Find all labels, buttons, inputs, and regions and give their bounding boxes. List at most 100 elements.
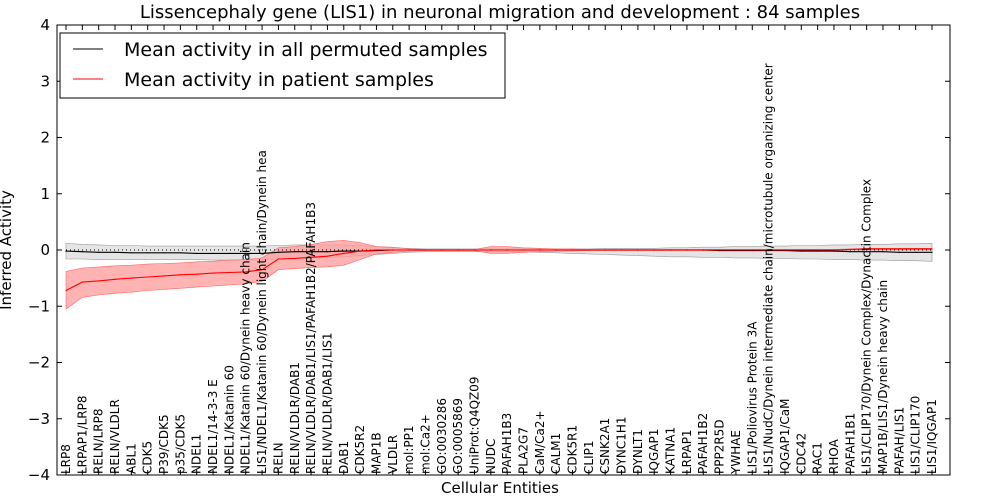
y-tick-label: −2 [28, 354, 50, 372]
chart-title: Lissencephaly gene (LIS1) in neuronal mi… [140, 2, 860, 23]
patient-point [882, 248, 884, 250]
permuted-point [849, 251, 851, 253]
patient-point [343, 252, 345, 254]
x-tick-label: LIS1/CLIP170 [909, 396, 923, 474]
x-tick-label: LRP8 [59, 444, 73, 474]
x-tick-label: LIS1/NDEL1/Katanin 60/Dynein light chain… [255, 150, 269, 474]
patient-point [539, 249, 541, 251]
x-tick-label: DAB1 [337, 441, 351, 474]
permuted-point [817, 250, 819, 252]
x-tick-label: NDEL1/Katanin 60/Dynein heavy chain [239, 242, 253, 474]
permuted-point [228, 252, 230, 254]
x-tick-label: PAFAH1B1 [843, 413, 857, 474]
x-tick-label: LIS1/IQGAP1 [925, 399, 939, 474]
patient-point [147, 276, 149, 278]
patient-point [931, 248, 933, 250]
permuted-point [179, 252, 181, 254]
x-tick-label: p35/CDK5 [173, 414, 187, 474]
patient-point [392, 249, 394, 251]
x-tick-label: LRPAP1/LRP8 [75, 395, 89, 474]
y-tick-label: −4 [28, 466, 50, 484]
patient-point [915, 248, 917, 250]
permuted-point [882, 251, 884, 253]
permuted-point [130, 252, 132, 254]
permuted-point [163, 252, 165, 254]
x-tick-label: LIS1/NudC/Dynein intermediate chain/micr… [762, 63, 776, 474]
x-tick-label: CDC42 [794, 433, 808, 474]
permuted-point [147, 252, 149, 254]
patient-point [163, 275, 165, 277]
permuted-point [81, 251, 83, 253]
permuted-point [212, 252, 214, 254]
x-tick-label: DYNLT1 [631, 429, 645, 474]
patient-point [866, 248, 868, 250]
y-tick-label: 4 [40, 16, 50, 34]
patient-point [114, 278, 116, 280]
y-tick-label: 1 [40, 185, 50, 203]
x-axis-label: Cellular Entities [441, 479, 559, 497]
x-tick-label: LRPAP1 [680, 429, 694, 474]
patient-point [620, 249, 623, 251]
patient-point [245, 271, 247, 273]
permuted-point [326, 251, 329, 253]
x-tick-label: mol:Ca2+ [419, 414, 433, 474]
patient-point [359, 250, 361, 252]
x-tick-label: RELN/VLDLR/DAB1/LIS1/PAFAH1B2/PAFAH1B3 [304, 202, 318, 474]
x-tick-label: NDEL1 [190, 434, 204, 474]
patient-point [522, 249, 525, 251]
patient-point [179, 274, 181, 276]
permuted-point [931, 251, 933, 253]
x-tick-label: RAC1 [811, 442, 825, 474]
x-tick-label: RELN/VLDLR [108, 399, 122, 474]
permuted-point [898, 251, 900, 253]
permuted-point [866, 251, 868, 253]
y-tick-label: −3 [28, 410, 50, 428]
patient-point [718, 249, 721, 251]
x-tick-label: LIS1/CLIP170/Dynein Complex/Dynactin Com… [860, 179, 874, 474]
x-tick-label: PAFAH1B2 [696, 413, 710, 474]
patient-point [326, 255, 329, 257]
x-tick-label: PPP2R5D [713, 419, 727, 474]
x-tick-label: DYNC1H1 [615, 416, 629, 474]
patient-point [408, 249, 410, 251]
patient-point [294, 257, 296, 260]
permuted-point [343, 250, 345, 252]
x-tick-label: P39/CDK5 [157, 414, 171, 474]
patient-point [65, 289, 67, 292]
x-tick-label: CDK5R2 [353, 425, 367, 474]
patient-point [490, 249, 492, 251]
x-tick-label: GO:0005869 [451, 398, 465, 474]
x-tick-label: CLIP1 [582, 441, 596, 474]
x-tick-label: KATNA1 [664, 427, 678, 474]
patient-point [196, 273, 198, 275]
patient-point [506, 249, 508, 251]
permuted-point [261, 252, 263, 254]
x-tick-label: YWHAE [729, 430, 743, 475]
x-tick-label: PLA2G7 [517, 427, 531, 474]
patient-point [457, 249, 459, 251]
permuted-point [310, 251, 312, 253]
permuted-point [245, 252, 247, 254]
x-tick-label: MAP1B/LIS1/Dynein heavy chain [876, 280, 890, 474]
patient-point [310, 256, 312, 258]
x-tick-label: ABL1 [124, 443, 138, 474]
patient-point [261, 269, 263, 271]
x-tick-label: UniProt:Q4QZ09 [468, 376, 482, 474]
patient-point [768, 249, 770, 251]
patient-point [604, 249, 606, 251]
x-tick-label: NDEL1/Katanin 60 [222, 365, 236, 474]
permuted-point [98, 251, 100, 253]
x-tick-label: NUDC [484, 439, 498, 474]
y-tick-label: 0 [40, 241, 50, 259]
patient-point [212, 272, 214, 274]
x-tick-label: IQGAP1/CaM [778, 399, 792, 475]
y-axis-label: Inferred Activity [0, 190, 15, 310]
patient-point [555, 249, 557, 251]
patient-point [784, 249, 786, 251]
x-tick-label: NDEL1/14-3-3 E [206, 379, 220, 474]
patient-point [637, 249, 639, 251]
patient-point [588, 249, 590, 251]
patient-point [277, 258, 280, 260]
legend-label-patient: Mean activity in patient samples [124, 69, 434, 91]
